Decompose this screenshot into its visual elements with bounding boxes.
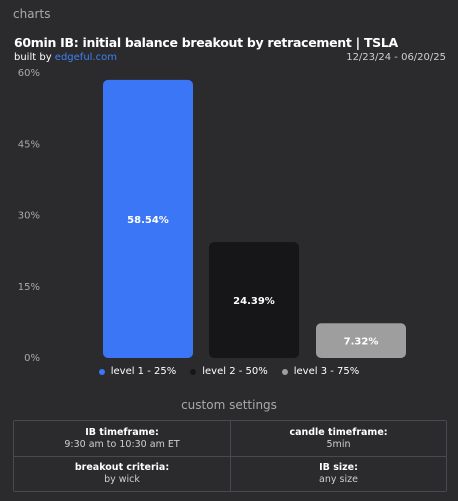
legend-dot-level-2 <box>190 368 197 375</box>
bar-3[interactable] <box>316 323 406 358</box>
setting-label: IB size: <box>319 462 358 473</box>
setting-ib-timeframe: IB timeframe: 9:30 am to 10:30 am ET <box>14 421 230 456</box>
bar-value-label-2: 24.39% <box>233 296 275 307</box>
setting-ib-size: IB size: any size <box>230 456 446 491</box>
setting-label: candle timeframe: <box>289 426 388 438</box>
legend-label-level-2: level 2 - 50% <box>202 366 268 377</box>
setting-breakout-criteria: breakout criteria: by wick <box>14 456 230 491</box>
edgeful-link[interactable]: edgeful.com <box>54 52 117 63</box>
legend-label-level-1: level 1 - 25% <box>110 366 177 377</box>
setting-label: IB timeframe: <box>85 426 159 438</box>
y-tick-label: 45% <box>18 139 40 150</box>
y-tick-label: 30% <box>18 211 40 222</box>
setting-candle-timeframe: candle timeframe: 5min <box>230 421 446 456</box>
chart-legend: level 1 - 25% level 2 - 50% level 3 - 75… <box>0 366 458 377</box>
bar-value-label-1: 58.54% <box>127 215 169 226</box>
y-tick-label: 0% <box>24 353 40 364</box>
built-by-prefix: built by <box>14 52 55 63</box>
setting-value: by wick <box>104 474 140 485</box>
bar-1[interactable] <box>103 79 193 358</box>
legend-item-level-3[interactable]: level 3 - 75% <box>281 366 360 377</box>
legend-label-level-3: level 3 - 75% <box>293 366 360 377</box>
y-tick-label: 60% <box>18 68 40 79</box>
chart-title: 60min IB: initial balance breakout by re… <box>14 35 398 50</box>
date-range: 12/23/24 - 06/20/25 <box>346 52 446 63</box>
built-by: built by edgeful.com <box>14 52 117 63</box>
settings-heading: custom settings <box>181 398 277 412</box>
y-tick-label: 15% <box>18 282 40 293</box>
bar-chart: 0% 15% 30% 45% 60% 58.54% 24.39% 7.32% <box>18 68 406 364</box>
legend-item-level-2[interactable]: level 2 - 50% <box>190 366 268 377</box>
legend-dot-level-1 <box>98 368 105 375</box>
legend-item-level-1[interactable]: level 1 - 25% <box>98 366 177 377</box>
setting-value: 5min <box>326 438 351 450</box>
setting-value: 9:30 am to 10:30 am ET <box>64 438 180 450</box>
legend-dot-level-3 <box>281 368 288 375</box>
section-label: charts <box>13 7 51 21</box>
setting-value: any size <box>319 474 358 485</box>
bar-2[interactable] <box>209 242 299 358</box>
bar-value-label-3: 7.32% <box>344 337 379 348</box>
setting-label: breakout criteria: <box>74 462 170 473</box>
settings-table: IB timeframe: 9:30 am to 10:30 am ET can… <box>13 420 447 492</box>
